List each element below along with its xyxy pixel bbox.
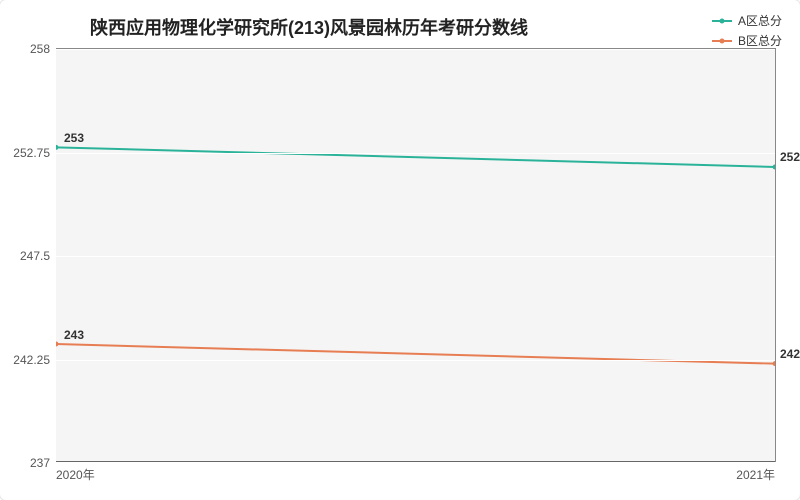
y-tick-label: 237	[30, 456, 56, 470]
gridline-y	[56, 360, 775, 361]
data-label: 243	[64, 328, 84, 342]
data-label: 242	[780, 347, 800, 361]
data-marker	[773, 165, 775, 170]
plot-area: 237242.25247.5252.752582020年2021年2532522…	[56, 48, 776, 462]
data-marker	[56, 145, 58, 150]
series-line	[56, 147, 775, 167]
data-marker	[56, 342, 58, 347]
chart-container: 陕西应用物理化学研究所(213)风景园林历年考研分数线 A区总分 B区总分 23…	[0, 0, 800, 500]
x-tick-label: 2021年	[736, 462, 775, 483]
legend-swatch-a	[712, 20, 732, 22]
data-marker	[773, 361, 775, 366]
series-line	[56, 344, 775, 364]
gridline-y	[56, 256, 775, 257]
y-tick-label: 242.25	[13, 353, 56, 367]
y-tick-label: 258	[30, 42, 56, 56]
legend-item-b: B区总分	[712, 32, 782, 49]
data-label: 252	[780, 150, 800, 164]
chart-title: 陕西应用物理化学研究所(213)风景园林历年考研分数线	[90, 14, 528, 40]
y-tick-label: 247.5	[20, 249, 56, 263]
gridline-y	[56, 49, 775, 50]
data-label: 253	[64, 131, 84, 145]
legend-label-a: A区总分	[738, 12, 782, 29]
legend-label-b: B区总分	[738, 32, 782, 49]
legend: A区总分 B区总分	[712, 12, 782, 52]
y-tick-label: 252.75	[13, 146, 56, 160]
x-tick-label: 2020年	[56, 462, 95, 483]
legend-item-a: A区总分	[712, 12, 782, 29]
legend-swatch-b	[712, 40, 732, 42]
gridline-y	[56, 153, 775, 154]
